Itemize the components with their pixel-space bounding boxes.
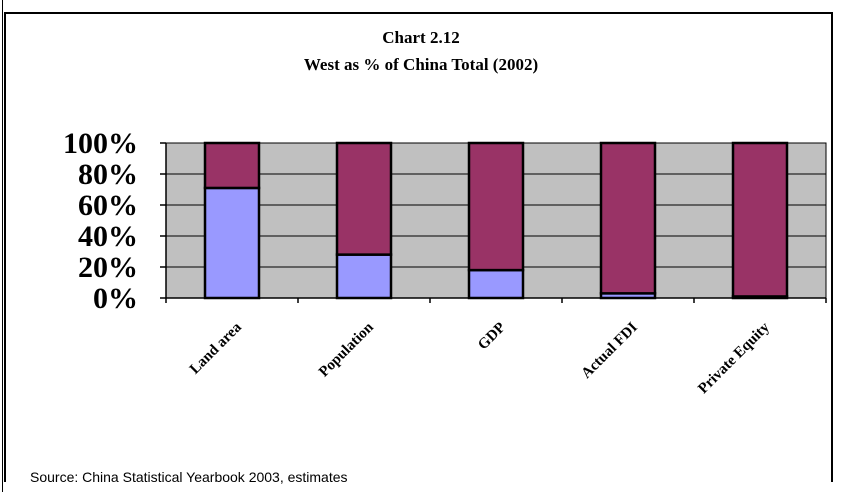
page-left-rule xyxy=(2,0,3,492)
chart-border xyxy=(4,12,833,482)
bar-rest-gdp xyxy=(467,141,525,272)
y-tick-label: 80% xyxy=(78,158,138,191)
y-tick-label: 100% xyxy=(63,127,138,160)
y-tick-label: 20% xyxy=(78,251,138,284)
y-tick-label: 0% xyxy=(93,282,138,315)
x-tick-label: Population xyxy=(316,319,377,380)
bar-rest-land-area xyxy=(203,141,261,190)
bar-rest-private-equity xyxy=(731,141,789,298)
bar-rest-actual-fdi xyxy=(599,141,657,295)
x-tick-label: Land area xyxy=(187,319,245,377)
x-tick-label: GDP xyxy=(475,320,509,354)
chart-source: Source: China Statistical Yearbook 2003,… xyxy=(30,469,348,485)
y-tick-label: 40% xyxy=(78,220,138,253)
y-tick-label: 60% xyxy=(78,189,138,222)
bar-west-land-area xyxy=(203,186,261,300)
x-tick-label: Private Equity xyxy=(695,319,773,397)
chart-title: Chart 2.12 xyxy=(382,28,460,47)
x-tick-label: Actual FDI xyxy=(579,319,641,381)
bar-west-gdp xyxy=(467,268,525,300)
bar-west-population xyxy=(335,253,393,300)
chart-subtitle: West as % of China Total (2002) xyxy=(303,55,539,74)
bar-rest-population xyxy=(335,141,393,256)
